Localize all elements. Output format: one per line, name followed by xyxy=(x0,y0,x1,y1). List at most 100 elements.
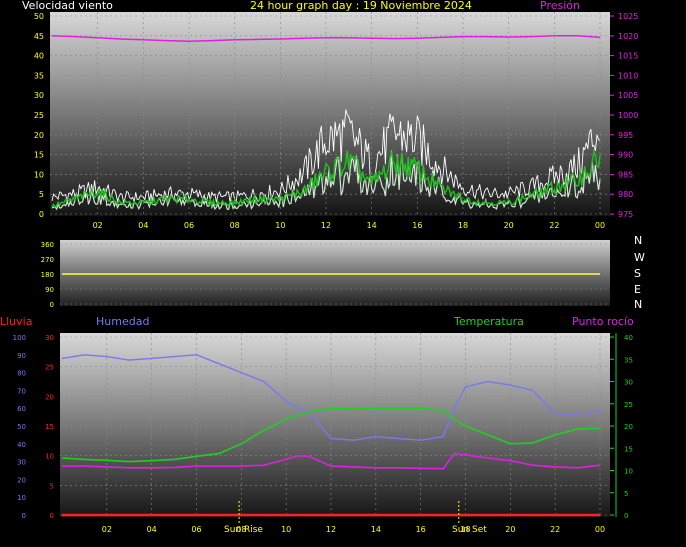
humidity-x-tick-label: 12 xyxy=(326,525,336,534)
humidity-x-tick-label: 14 xyxy=(371,525,381,534)
humidity-y-tick-label: 0 xyxy=(22,512,26,520)
rain-y-tick-label: 10 xyxy=(45,453,54,461)
humidity-x-tick-label: 18 xyxy=(460,525,470,534)
direction-letter-w: W xyxy=(634,251,645,264)
rain-y-tick-label: 30 xyxy=(45,334,54,342)
wind-y-tick-label: 10 xyxy=(34,170,44,179)
direction-letter-e: E xyxy=(634,283,641,296)
wind-x-tick-label: 08 xyxy=(230,221,240,230)
pressure-label: Presión xyxy=(540,0,580,12)
direction-letter-n-bottom: N xyxy=(634,298,643,311)
temperature-y-tick-label: 10 xyxy=(624,468,633,476)
humidity-y-tick-label: 80 xyxy=(17,370,26,378)
direction-y-tick-label: 360 xyxy=(41,241,54,249)
humidity-y-tick-label: 20 xyxy=(17,476,26,484)
wind-x-tick-label: 00 xyxy=(595,221,605,230)
wind-x-tick-label: 20 xyxy=(504,221,514,230)
wind-speed-label: Velocidad viento xyxy=(22,0,113,12)
pressure-y-tick-label: 1000 xyxy=(618,111,638,120)
pressure-y-tick-label: 990 xyxy=(618,151,633,160)
temperature-y-tick-label: 20 xyxy=(624,423,633,431)
pressure-y-tick-label: 985 xyxy=(618,170,633,179)
direction-panel-background xyxy=(60,240,610,306)
wind-x-tick-label: 18 xyxy=(458,221,468,230)
wind-x-tick-label: 10 xyxy=(275,221,285,230)
sunset-label: Sun Set xyxy=(452,525,487,535)
temperature-y-tick-label: 0 xyxy=(624,512,628,520)
wind-x-tick-label: 14 xyxy=(367,221,377,230)
humidity-label: Humedad xyxy=(96,315,150,328)
humidity-series-line xyxy=(61,354,601,441)
chart-series xyxy=(51,35,601,523)
temperature-y-tick-label: 35 xyxy=(624,356,633,364)
sunrise-label: Sun Rise xyxy=(224,525,263,535)
wind-y-tick-label: 50 xyxy=(34,12,44,21)
humidity-y-tick-label: 10 xyxy=(17,494,26,502)
direction-letter-s: S xyxy=(634,267,641,280)
pressure-y-tick-label: 980 xyxy=(618,190,633,199)
humidity-y-tick-label: 50 xyxy=(17,423,26,431)
chart-tick-labels: 0510152025303540455097598098599099510001… xyxy=(13,12,639,534)
pressure-y-tick-label: 1005 xyxy=(618,91,638,100)
humidity-x-tick-label: 10 xyxy=(281,525,291,534)
pressure-y-tick-label: 1015 xyxy=(618,52,638,61)
dewpoint-label: Punto rocío xyxy=(572,315,634,328)
rain-label: Lluvia xyxy=(0,315,33,328)
humidity-x-tick-label: 04 xyxy=(147,525,157,534)
humidity-x-tick-label: 02 xyxy=(102,525,112,534)
wind-x-tick-label: 04 xyxy=(138,221,148,230)
direction-y-tick-label: 270 xyxy=(41,256,54,264)
humidity-y-tick-label: 70 xyxy=(17,387,26,395)
pressure-y-tick-label: 975 xyxy=(618,210,633,219)
wind-x-tick-label: 16 xyxy=(412,221,422,230)
pressure-y-tick-label: 995 xyxy=(618,131,633,140)
pressure-y-tick-label: 1010 xyxy=(618,71,638,80)
rain-y-tick-label: 25 xyxy=(45,364,54,372)
chart-panels xyxy=(50,12,610,517)
humidity-x-tick-label: 20 xyxy=(505,525,515,534)
rain-y-tick-label: 0 xyxy=(50,512,54,520)
temperature-series-line xyxy=(61,407,601,463)
rain-y-tick-label: 5 xyxy=(50,482,54,490)
wind-x-tick-label: 12 xyxy=(321,221,331,230)
rain-y-tick-label: 20 xyxy=(45,393,54,401)
temperature-label: Temperatura xyxy=(454,315,524,328)
humidity-y-tick-label: 60 xyxy=(17,405,26,413)
chart-title: 24 hour graph day : 19 Noviembre 2024 xyxy=(250,0,472,12)
wind-y-tick-label: 5 xyxy=(39,190,44,199)
wind-average-series-line xyxy=(51,149,601,208)
humidity-y-tick-label: 90 xyxy=(17,352,26,360)
humidity-panel-background xyxy=(60,333,610,517)
humidity-x-tick-label: 06 xyxy=(191,525,201,534)
wind-y-tick-label: 45 xyxy=(34,32,44,41)
wind-y-tick-label: 30 xyxy=(34,91,44,100)
temperature-y-tick-label: 15 xyxy=(624,445,633,453)
pressure-y-tick-label: 1020 xyxy=(618,32,638,41)
rain-y-tick-label: 15 xyxy=(45,423,54,431)
humidity-y-tick-label: 100 xyxy=(13,334,26,342)
pressure-series-line xyxy=(51,35,601,43)
temperature-y-tick-label: 5 xyxy=(624,490,628,498)
humidity-x-tick-label: 22 xyxy=(550,525,560,534)
wind-gust-series-line xyxy=(51,109,601,204)
wind-y-tick-label: 20 xyxy=(34,131,44,140)
direction-y-tick-label: 90 xyxy=(45,286,54,294)
humidity-y-tick-label: 30 xyxy=(17,459,26,467)
wind-x-tick-label: 02 xyxy=(93,221,103,230)
dewpoint-series-line xyxy=(62,452,601,470)
direction-letter-n-top: N xyxy=(634,234,643,247)
wind-y-tick-label: 15 xyxy=(34,151,44,160)
humidity-x-tick-label: 16 xyxy=(416,525,426,534)
wind-x-tick-label: 22 xyxy=(549,221,559,230)
pressure-y-tick-label: 1025 xyxy=(618,12,638,21)
humidity-y-tick-label: 40 xyxy=(17,441,26,449)
wind-x-tick-label: 06 xyxy=(184,221,194,230)
wind-y-tick-label: 35 xyxy=(34,71,44,80)
direction-y-tick-label: 0 xyxy=(50,301,54,309)
temperature-y-tick-label: 40 xyxy=(624,334,633,342)
wind-y-tick-label: 0 xyxy=(39,210,44,219)
wind-y-tick-label: 40 xyxy=(34,52,44,61)
temperature-y-tick-label: 30 xyxy=(624,379,633,387)
